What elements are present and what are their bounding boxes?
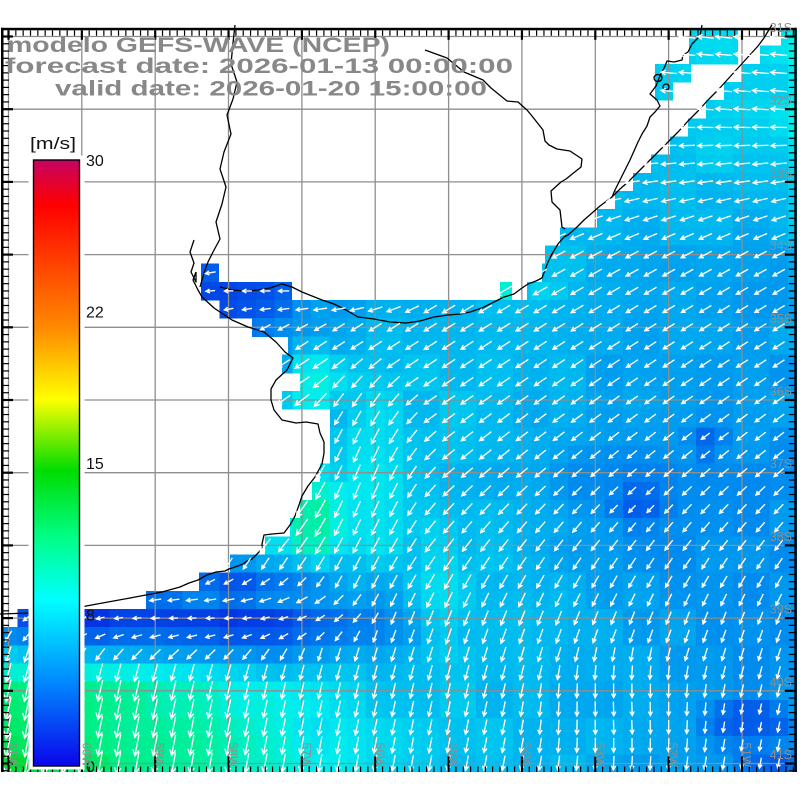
svg-text:modelo GEFS-WAVE (NCEP): modelo GEFS-WAVE (NCEP) <box>7 34 390 57</box>
svg-text:[m/s]: [m/s] <box>30 134 76 153</box>
svg-text:58W: 58W <box>226 743 240 768</box>
svg-text:36S: 36S <box>770 385 792 399</box>
svg-text:60W: 60W <box>79 743 93 768</box>
svg-text:30: 30 <box>86 153 104 170</box>
svg-text:22: 22 <box>86 305 104 322</box>
svg-text:55W: 55W <box>446 743 460 768</box>
svg-text:valid date: 2026-01-20 15:00:0: valid date: 2026-01-20 15:00:00 <box>55 78 487 101</box>
svg-text:52W: 52W <box>666 743 680 768</box>
svg-text:41S: 41S <box>770 748 792 762</box>
svg-text:33S: 33S <box>770 166 792 180</box>
svg-text:34S: 34S <box>770 239 792 253</box>
svg-text:61W: 61W <box>6 743 20 768</box>
svg-text:56W: 56W <box>373 743 387 768</box>
svg-text:54W: 54W <box>519 743 533 768</box>
svg-text:32S: 32S <box>770 94 792 108</box>
svg-text:31S: 31S <box>770 21 792 35</box>
svg-text:53W: 53W <box>593 743 607 768</box>
svg-text:37S: 37S <box>770 457 792 471</box>
svg-text:59W: 59W <box>153 743 167 768</box>
svg-text:57W: 57W <box>299 743 313 768</box>
svg-text:51W: 51W <box>740 743 754 768</box>
svg-text:forecast date: 2026-01-13 00:0: forecast date: 2026-01-13 00:00:00 <box>5 55 513 78</box>
svg-text:0: 0 <box>86 759 95 776</box>
svg-text:38S: 38S <box>770 530 792 544</box>
svg-text:35S: 35S <box>770 312 792 326</box>
svg-text:8: 8 <box>86 608 95 625</box>
svg-text:15: 15 <box>86 456 104 473</box>
svg-text:39S: 39S <box>770 603 792 617</box>
svg-text:40S: 40S <box>770 675 792 689</box>
